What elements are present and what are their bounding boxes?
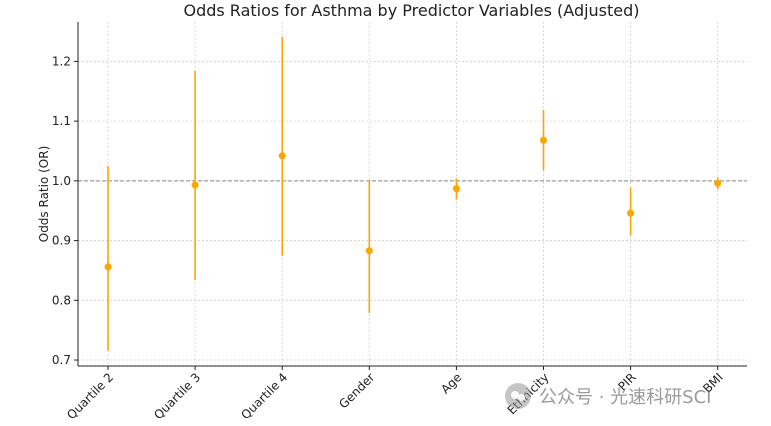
watermark-text: 公众号 · 光速科研SCI — [539, 387, 712, 408]
wechat-icon — [505, 383, 531, 409]
or-point-1 — [191, 181, 199, 189]
or-point-4 — [452, 185, 460, 193]
y-tick-label: 1.1 — [52, 114, 71, 128]
grid — [78, 22, 747, 366]
or-point-6 — [627, 209, 635, 217]
or-point-0 — [104, 263, 112, 271]
x-tick-label: Quartile 4 — [238, 370, 290, 422]
y-tick-label: 0.8 — [52, 293, 71, 307]
axes — [77, 22, 747, 367]
x-tick-label: Quartile 3 — [151, 370, 203, 422]
y-tick-label: 1.2 — [52, 54, 71, 68]
or-point-3 — [365, 247, 373, 255]
or-point-7 — [714, 179, 722, 187]
or-point-5 — [540, 136, 547, 144]
marks — [104, 36, 722, 351]
or-point-2 — [278, 152, 286, 160]
y-tick-labels: 0.7 0.8 0.9 1.0 1.1 1.2 — [52, 54, 78, 367]
watermark: 公众号 · 光速科研SCI — [505, 383, 711, 409]
chart-title: Odds Ratios for Asthma by Predictor Vari… — [183, 1, 639, 20]
x-tick-label: Quartile 2 — [64, 370, 116, 422]
x-tick-label: Gender — [336, 370, 377, 411]
y-tick-label: 0.7 — [52, 353, 71, 367]
x-tick-label: Age — [438, 370, 464, 396]
y-axis-label: Odds Ratio (OR) — [37, 146, 51, 243]
y-tick-label: 0.9 — [52, 234, 71, 248]
y-tick-label: 1.0 — [52, 174, 71, 188]
